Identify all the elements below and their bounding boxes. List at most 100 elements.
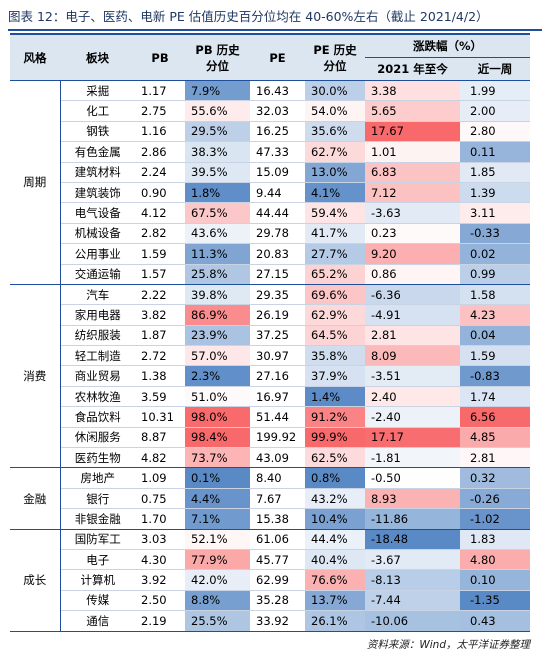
row: 家用电器 3.82 86.9% 26.19 62.9% -4.91 4.23 [10,304,530,326]
cell: 1.39 [460,182,530,204]
cell: 64.5% [305,325,365,347]
cell: 1.4% [305,386,365,408]
cell: 2.80 [460,121,530,143]
cell: 51.44 [250,406,305,428]
cell: 0.86 [365,264,460,285]
cell: 43.09 [250,447,305,469]
row: 计算机 3.92 42.0% 62.99 76.6% -8.13 0.10 [10,569,530,591]
cell: 4.4% [185,488,250,510]
cell: 3.03 [135,529,185,550]
cell: 37.9% [305,365,365,387]
cell: 99.9% [305,427,365,449]
cell: 2.19 [135,610,185,632]
cell: 62.99 [250,569,305,591]
cell: 16.97 [250,386,305,408]
cell: 15.38 [250,508,305,530]
cell: 4.23 [460,304,530,326]
cell: -11.86 [365,508,460,530]
cell: 27.7% [305,243,365,265]
cell: 69.6% [305,284,365,306]
cell: 1.09 [135,467,185,489]
row: 周期 采掘 1.17 7.9% 16.43 30.0% 3.38 1.99 [10,80,530,285]
cell: 43.2% [305,488,365,510]
cell: 4.30 [135,549,185,571]
cell: -2.40 [365,406,460,428]
cell: 1.99 [460,80,530,102]
cell: 2.81 [365,325,460,347]
cell: 0.04 [460,325,530,347]
header-line: PB 历史 [195,42,240,57]
cell: 35.28 [250,590,305,612]
cell: 钢铁 [60,121,135,143]
cell: 77.9% [185,549,250,571]
cell: 55.6% [185,100,250,122]
row: 电子 4.30 77.9% 45.77 40.4% -3.67 4.80 [10,549,530,571]
cell: 10.4% [305,508,365,530]
cell: 35.6% [305,121,365,143]
cell: 57.0% [185,345,250,367]
cell: 0.23 [365,223,460,245]
cell: 51.0% [185,386,250,408]
cell: 25.8% [185,264,250,285]
cell: 54.0% [305,100,365,122]
cell: 65.2% [305,264,365,285]
cell: 27.16 [250,365,305,387]
cell: 公用事业 [60,243,135,265]
header-cell: PE [250,33,305,81]
cell: 13.0% [305,162,365,183]
row: 化工 2.75 55.6% 32.03 54.0% 5.65 2.00 [10,100,530,122]
cell: 2.86 [135,141,185,163]
cell: 3.11 [460,202,530,224]
cell: 43.6% [185,223,250,245]
row: 电气设备 4.12 67.5% 44.44 59.4% -3.63 3.11 [10,202,530,224]
cell: 0.8% [305,467,365,489]
cell: 8.87 [135,427,185,449]
cell: 传媒 [60,590,135,612]
cell: 5.65 [365,100,460,122]
cell: -3.51 [365,365,460,387]
row: 银行 0.75 4.4% 7.67 43.2% 8.93 -0.26 [10,488,530,510]
cell: 0.75 [135,488,185,510]
cell: 8.40 [250,467,305,489]
cell: 1.59 [135,243,185,265]
cell: 29.35 [250,284,305,306]
cell: 4.82 [135,447,185,469]
cell: 家用电器 [60,304,135,326]
header-line: PE 历史 [313,42,357,57]
row: 钢铁 1.16 29.5% 16.25 35.6% 17.67 2.80 [10,121,530,143]
cell: 2.72 [135,345,185,367]
cell: 7.1% [185,508,250,530]
cell: 4.85 [460,427,530,449]
row: 非银金融 1.70 7.1% 15.38 10.4% -11.86 -1.02 [10,508,530,530]
cell: -0.50 [365,467,460,489]
row: 商业贸易 1.38 2.3% 27.16 37.9% -3.51 -0.83 [10,365,530,387]
cell: 44.4% [305,529,365,550]
header-cell: 2021 年至今 [365,57,460,81]
cell: 47.33 [250,141,305,163]
cell: 52.1% [185,529,250,550]
cell: 采掘 [60,80,135,102]
cell: 91.2% [305,406,365,428]
cell: 76.6% [305,569,365,591]
group-cell: 成长 [10,529,61,632]
cell: -6.36 [365,284,460,306]
row: 消费 汽车 2.22 39.8% 29.35 69.6% -6.36 1.58 [10,284,530,469]
cell: 39.5% [185,162,250,183]
cell: -0.26 [460,488,530,510]
row: 金融 房地产 1.09 0.1% 8.40 0.8% -0.50 0.32 [10,467,530,530]
cell: 35.8% [305,345,365,367]
header-cell: 涨跌幅（%） [365,33,530,58]
title: 图表 12：电子、医药、电新 PE 估值历史百分位均在 40-60%左右（截止 … [8,6,542,31]
cell: 7.9% [185,80,250,102]
cell: 1.16 [135,121,185,143]
valuation-table: 风格 板块 PB PB 历史 分位 PE PE 历史 分位 涨跌幅（%） 2021 … [10,33,530,632]
cell: -8.13 [365,569,460,591]
cell: -0.33 [460,223,530,245]
cell: 23.9% [185,325,250,347]
cell: 0.1% [185,467,250,489]
cell: 7.67 [250,488,305,510]
row: 食品饮料 10.31 98.0% 51.44 91.2% -2.40 6.56 [10,406,530,428]
cell: -1.81 [365,447,460,469]
cell: 2.40 [365,386,460,408]
